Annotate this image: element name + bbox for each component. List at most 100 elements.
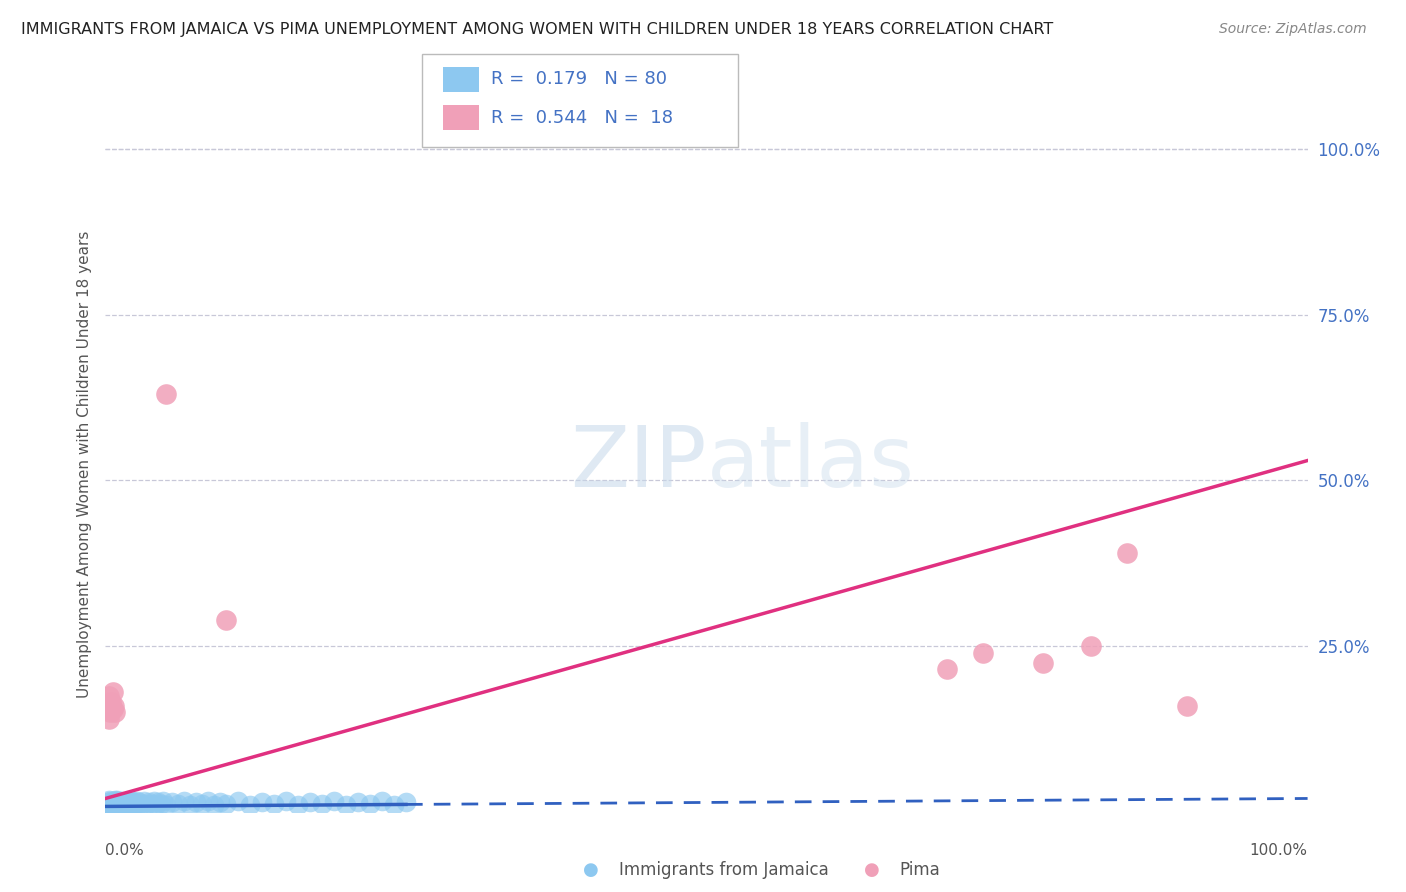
- Point: [118, 796, 141, 810]
- Text: IMMIGRANTS FROM JAMAICA VS PIMA UNEMPLOYMENT AMONG WOMEN WITH CHILDREN UNDER 18 : IMMIGRANTS FROM JAMAICA VS PIMA UNEMPLOY…: [21, 22, 1053, 37]
- Point: [335, 798, 357, 813]
- Point: [184, 796, 207, 810]
- Point: [972, 646, 994, 660]
- Point: [104, 799, 127, 814]
- Point: [103, 801, 125, 815]
- Y-axis label: Unemployment Among Women with Children Under 18 years: Unemployment Among Women with Children U…: [76, 230, 91, 698]
- Point: [311, 797, 333, 811]
- Point: [152, 794, 174, 808]
- Point: [98, 689, 121, 703]
- Point: [250, 796, 273, 810]
- Point: [263, 797, 285, 811]
- Point: [105, 796, 128, 810]
- Point: [127, 798, 149, 813]
- Point: [1080, 639, 1102, 653]
- Text: 0.0%: 0.0%: [105, 843, 145, 858]
- Point: [101, 798, 124, 813]
- Point: [104, 793, 127, 807]
- Point: [138, 796, 160, 810]
- Point: [190, 797, 212, 811]
- Text: ●: ●: [863, 861, 880, 879]
- Text: 100.0%: 100.0%: [1250, 843, 1308, 858]
- Point: [1032, 656, 1054, 670]
- Point: [98, 798, 121, 813]
- Point: [98, 797, 121, 811]
- Point: [214, 797, 236, 811]
- Text: Immigrants from Jamaica: Immigrants from Jamaica: [619, 861, 828, 879]
- Point: [103, 797, 125, 811]
- Point: [110, 797, 132, 811]
- Point: [1116, 546, 1139, 560]
- Point: [124, 796, 146, 810]
- Point: [104, 798, 127, 813]
- Point: [160, 796, 183, 810]
- Point: [117, 798, 139, 813]
- Point: [97, 795, 120, 809]
- Point: [98, 794, 121, 808]
- Point: [104, 706, 127, 720]
- Point: [1175, 698, 1198, 713]
- Text: ZIP: ZIP: [569, 422, 707, 506]
- Point: [298, 796, 321, 810]
- Point: [395, 796, 418, 810]
- Point: [382, 798, 405, 813]
- Point: [111, 794, 134, 808]
- Point: [101, 798, 124, 813]
- Point: [107, 797, 129, 811]
- Point: [97, 799, 120, 814]
- Point: [107, 793, 129, 807]
- Point: [202, 798, 225, 813]
- Point: [173, 794, 195, 808]
- Point: [98, 706, 121, 720]
- Point: [115, 794, 138, 808]
- Point: [96, 801, 118, 815]
- Point: [121, 794, 143, 808]
- Point: [936, 662, 959, 676]
- Point: [101, 685, 124, 699]
- Point: [114, 796, 136, 810]
- Point: [131, 797, 153, 811]
- Text: Source: ZipAtlas.com: Source: ZipAtlas.com: [1219, 22, 1367, 37]
- Point: [239, 798, 262, 813]
- Text: ●: ●: [582, 861, 599, 879]
- Point: [103, 794, 125, 808]
- Point: [287, 798, 309, 813]
- Point: [148, 796, 170, 810]
- Point: [112, 798, 135, 813]
- Point: [135, 798, 157, 813]
- Point: [214, 613, 236, 627]
- Point: [155, 798, 177, 813]
- Point: [101, 796, 124, 810]
- Point: [132, 794, 155, 808]
- Point: [208, 796, 231, 810]
- Text: R =  0.544   N =  18: R = 0.544 N = 18: [491, 109, 672, 127]
- Point: [96, 702, 118, 716]
- Point: [101, 702, 124, 716]
- Point: [371, 794, 394, 808]
- Point: [179, 798, 201, 813]
- Point: [100, 799, 122, 814]
- Point: [98, 793, 121, 807]
- Point: [103, 698, 125, 713]
- Point: [149, 797, 172, 811]
- Point: [125, 794, 148, 808]
- Point: [155, 387, 177, 401]
- Point: [98, 798, 121, 813]
- Text: atlas: atlas: [707, 422, 914, 506]
- Point: [97, 698, 120, 713]
- Point: [197, 794, 219, 808]
- Point: [274, 794, 297, 808]
- Point: [100, 797, 122, 811]
- Point: [347, 796, 370, 810]
- Point: [226, 794, 249, 808]
- Point: [359, 797, 381, 811]
- Point: [145, 798, 167, 813]
- Point: [100, 695, 122, 709]
- Text: R =  0.179   N = 80: R = 0.179 N = 80: [491, 70, 666, 88]
- Point: [100, 800, 122, 814]
- Point: [98, 801, 121, 815]
- Point: [98, 712, 121, 726]
- Point: [124, 797, 146, 811]
- Point: [108, 795, 131, 809]
- Point: [120, 797, 142, 811]
